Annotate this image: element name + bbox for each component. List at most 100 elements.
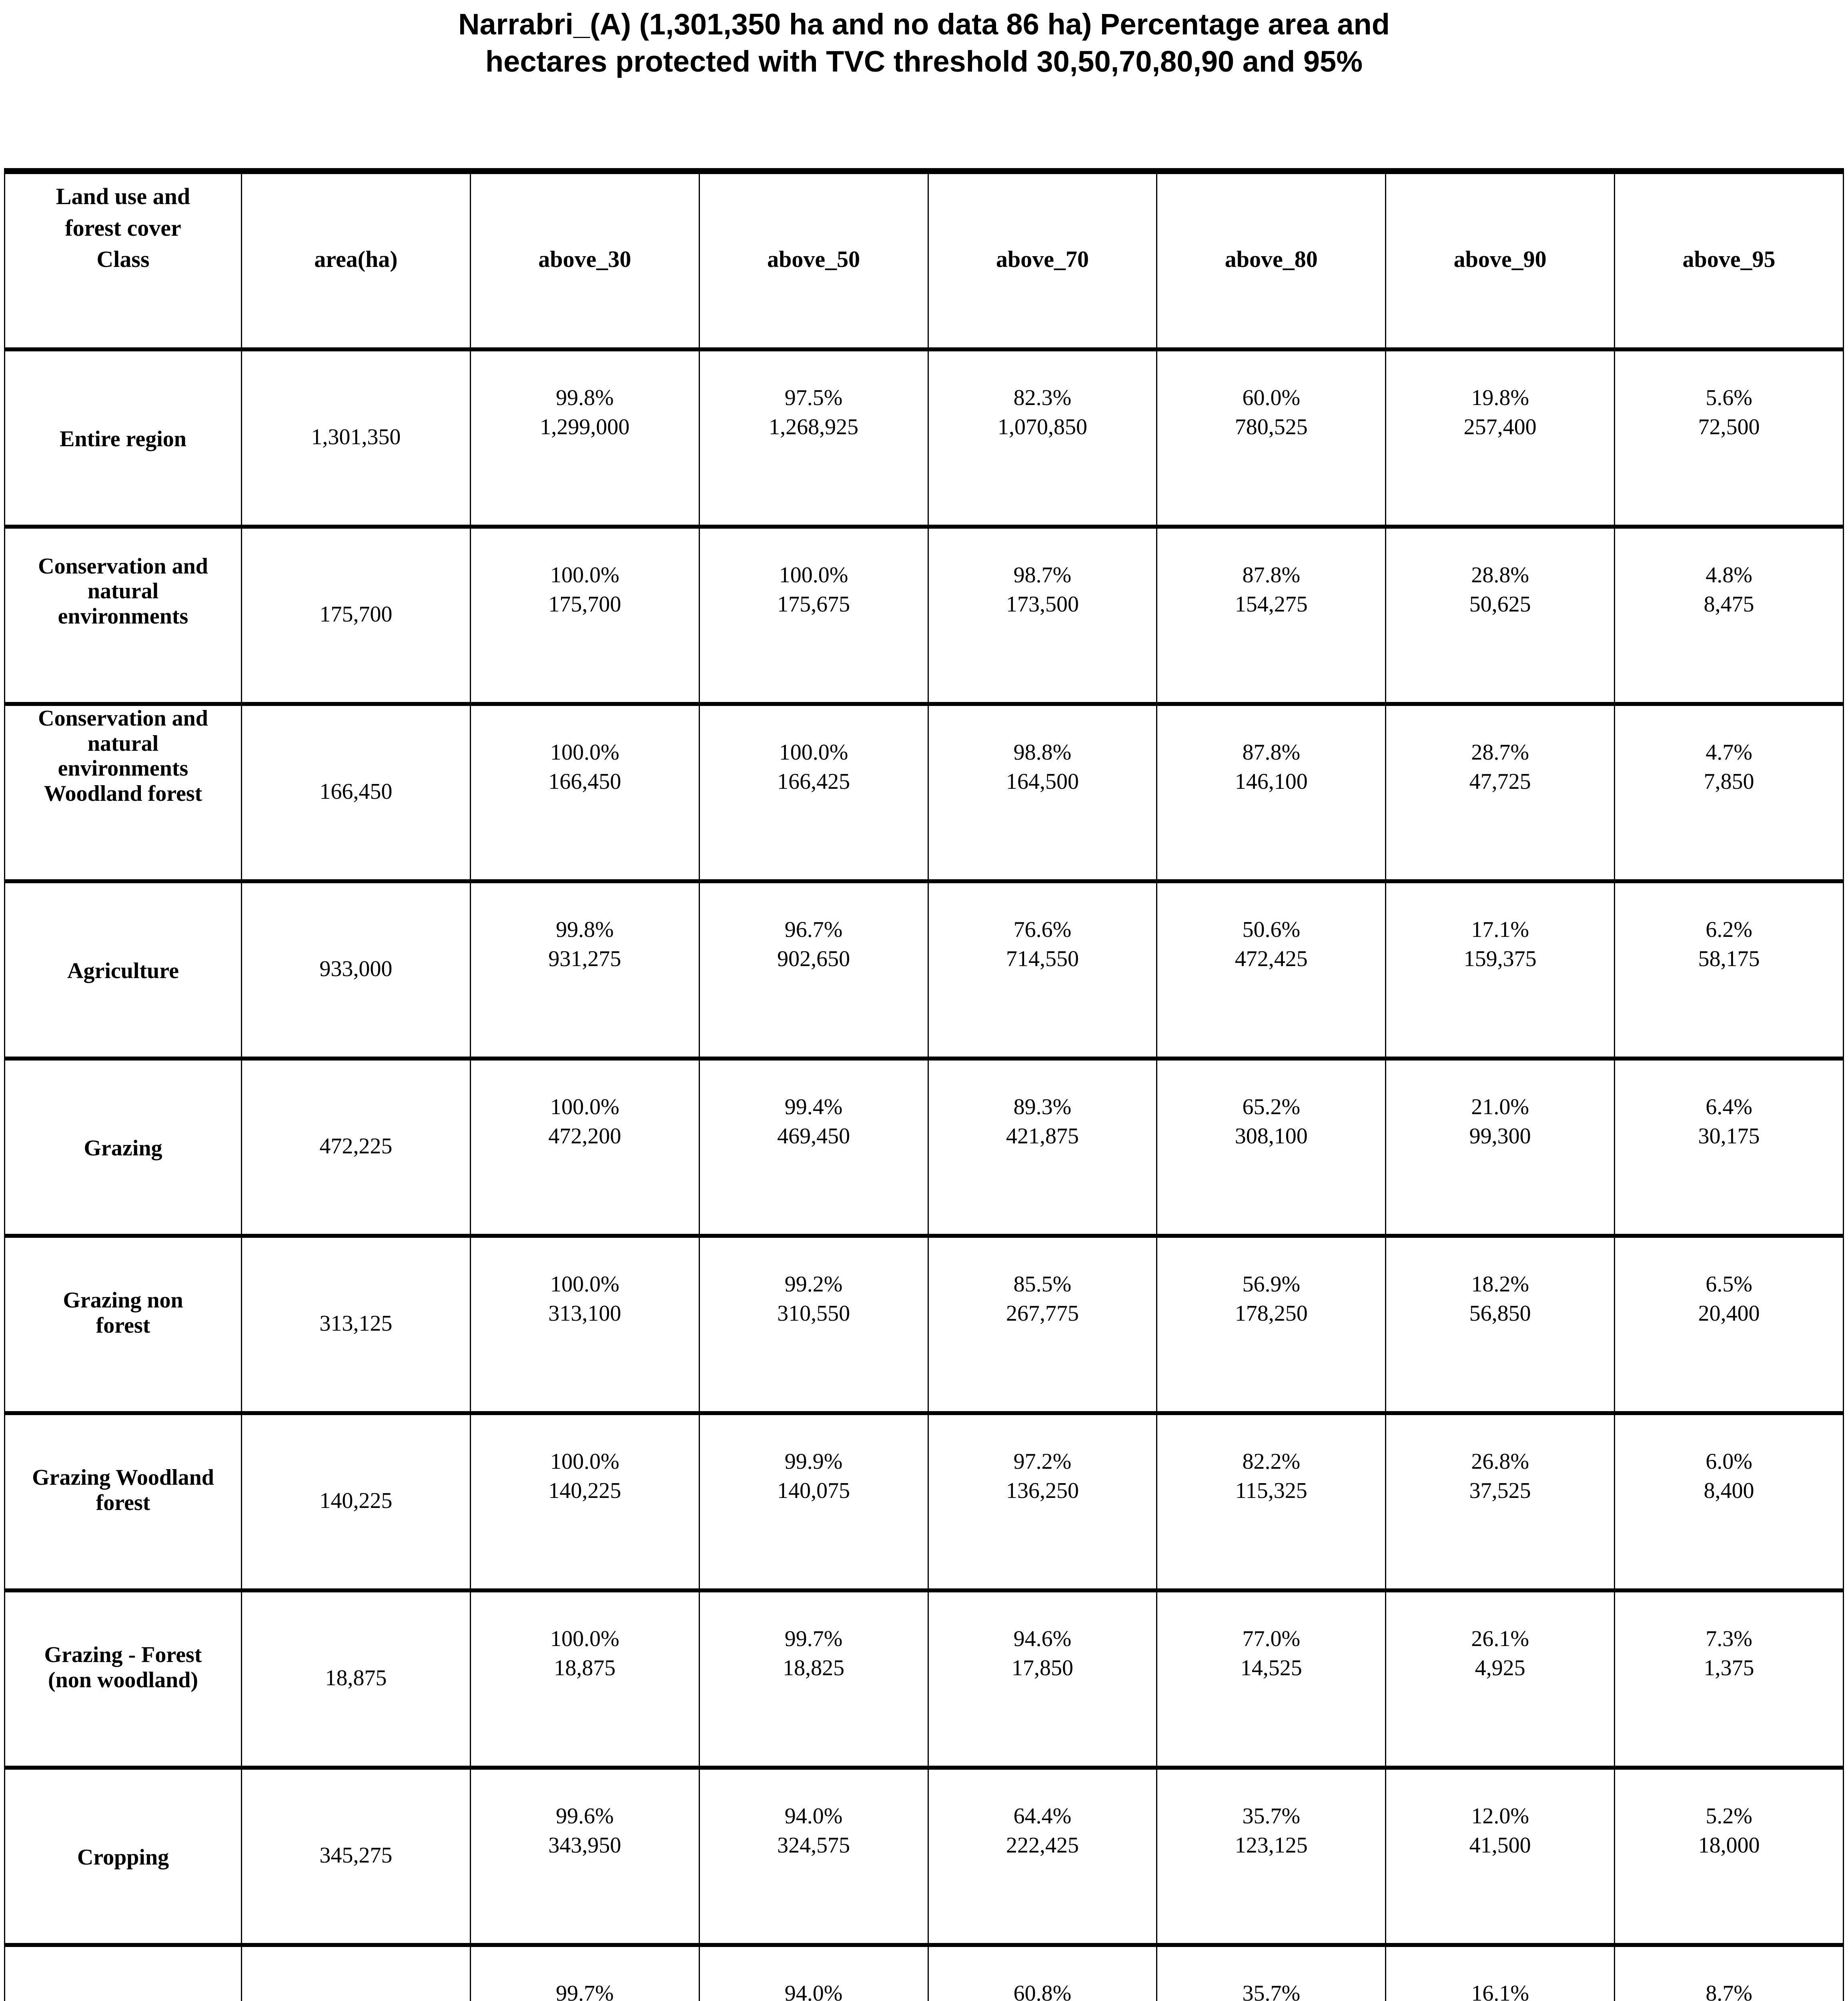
- cell-hectares: 931,275: [548, 946, 621, 972]
- area-value: 313,125: [319, 1311, 393, 1336]
- cell-percent: 100.0%: [550, 1272, 619, 1297]
- cell-percent: 7.3%: [1706, 1626, 1752, 1652]
- cell-percent: 60.0%: [1242, 385, 1301, 411]
- table-header-cell: Land use and forest cover Class: [4, 168, 242, 351]
- table-row: Irrigation115,47599.7%115,10094.0%108,60…: [4, 1943, 1844, 2001]
- cell-hectares: 18,875: [554, 1656, 616, 1681]
- table-row: Entire region 1,301,350 99.8% 1,299,000 97.5…: [4, 347, 1844, 529]
- cell-percent: 60.8%: [1013, 1981, 1072, 2001]
- row-label-cell: Grazing Woodland forest: [4, 1411, 242, 1592]
- cell-hectares: 4,925: [1475, 1656, 1525, 1681]
- threshold-cell: 21.0% 99,300: [1385, 1056, 1615, 1238]
- table-header-cell: above_95: [1614, 168, 1844, 351]
- table-header-label: above_90: [1453, 246, 1547, 272]
- row-label: Grazing Woodland forest: [32, 1465, 214, 1516]
- cell-percent: 97.2%: [1013, 1449, 1072, 1474]
- threshold-cell: 97.5% 1,268,925: [698, 347, 929, 529]
- cell-hectares: 30,175: [1698, 1124, 1760, 1149]
- cell-percent: 89.3%: [1013, 1095, 1072, 1120]
- cell-percent: 5.2%: [1706, 1804, 1752, 1829]
- area-value: 175,700: [319, 602, 393, 627]
- threshold-cell: 100.0% 166,425: [698, 702, 929, 883]
- cell-percent: 17.1%: [1471, 917, 1529, 942]
- cell-hectares: 17,850: [1011, 1656, 1073, 1681]
- threshold-cell: 100.0% 140,225: [469, 1411, 700, 1592]
- cell-percent: 100.0%: [550, 1449, 619, 1474]
- cell-hectares: 175,700: [548, 592, 621, 617]
- cell-hectares: 308,100: [1235, 1124, 1308, 1149]
- row-label-cell: Conservation and natural environments Wo…: [4, 702, 242, 883]
- cell-percent: 94.0%: [784, 1981, 843, 2001]
- cell-percent: 99.8%: [555, 917, 614, 942]
- table-header-cell: above_70: [927, 168, 1158, 351]
- threshold-cell: 98.7% 173,500: [927, 524, 1158, 706]
- cell-hectares: 421,875: [1006, 1124, 1079, 1149]
- threshold-cell: 99.8% 931,275: [469, 879, 700, 1061]
- table-row: Grazing Woodland forest 140,225 100.0% 140,…: [4, 1411, 1844, 1592]
- cell-hectares: 58,175: [1698, 946, 1760, 972]
- threshold-cell: 100.0% 175,700: [469, 524, 700, 706]
- area-cell: 933,000: [241, 879, 471, 1061]
- threshold-cell: 12.0% 41,500: [1385, 1765, 1615, 1947]
- cell-percent: 100.0%: [779, 740, 848, 765]
- table-header-cell: area(ha): [241, 168, 471, 351]
- threshold-cell: 96.7% 902,650: [698, 879, 929, 1061]
- table-header-cell: above_30: [469, 168, 700, 351]
- row-label: Grazing - Forest (non woodland): [44, 1642, 202, 1693]
- cell-hectares: 47,725: [1469, 769, 1531, 794]
- table-header-label: above_80: [1225, 246, 1318, 272]
- table-row: Grazing - Forest (non woodland) 18,875 100…: [4, 1588, 1844, 1770]
- threshold-cell: 99.7%115,100: [469, 1943, 700, 2001]
- threshold-cell: 5.2% 18,000: [1614, 1765, 1844, 1947]
- area-value: 472,225: [319, 1133, 393, 1159]
- threshold-cell: 26.8% 37,525: [1385, 1411, 1615, 1592]
- cell-hectares: 1,299,000: [540, 415, 630, 440]
- cell-percent: 100.0%: [550, 740, 619, 765]
- cell-percent: 99.2%: [784, 1272, 843, 1297]
- page-title-line2: hectares protected with TVC threshold 30…: [485, 45, 1363, 78]
- area-value: 345,275: [319, 1843, 393, 1868]
- cell-hectares: 267,775: [1006, 1301, 1079, 1326]
- threshold-cell: 65.2% 308,100: [1156, 1056, 1387, 1238]
- threshold-cell: 17.1% 159,375: [1385, 879, 1615, 1061]
- row-label-cell: Irrigation: [4, 1943, 242, 2001]
- cell-percent: 82.3%: [1013, 385, 1072, 411]
- cell-hectares: 18,000: [1698, 1833, 1760, 1858]
- cell-percent: 5.6%: [1706, 385, 1752, 411]
- threshold-cell: 6.2% 58,175: [1614, 879, 1844, 1061]
- threshold-cell: 28.8% 50,625: [1385, 524, 1615, 706]
- table-header-label: above_50: [767, 246, 860, 272]
- cell-percent: 50.6%: [1242, 917, 1301, 942]
- area-value: 166,450: [319, 779, 393, 804]
- cell-percent: 96.7%: [784, 917, 843, 942]
- row-label-cell: Entire region: [4, 347, 242, 529]
- page-title: Narrabri_(A) (1,301,350 ha and no data 8…: [0, 6, 1848, 80]
- threshold-cell: 82.3% 1,070,850: [927, 347, 1158, 529]
- threshold-cell: 82.2% 115,325: [1156, 1411, 1387, 1592]
- cell-hectares: 469,450: [777, 1124, 850, 1149]
- area-cell: 313,125: [241, 1233, 471, 1415]
- threshold-cell: 94.0% 324,575: [698, 1765, 929, 1947]
- threshold-cell: 4.7% 7,850: [1614, 702, 1844, 883]
- threshold-cell: 18.2% 56,850: [1385, 1233, 1615, 1415]
- cell-hectares: 324,575: [777, 1833, 850, 1858]
- cell-hectares: 164,500: [1006, 769, 1079, 794]
- cell-hectares: 780,525: [1235, 415, 1308, 440]
- row-label-cell: Grazing - Forest (non woodland): [4, 1588, 242, 1770]
- threshold-cell: 98.8% 164,500: [927, 702, 1158, 883]
- area-value: 140,225: [319, 1488, 393, 1513]
- cell-hectares: 178,250: [1235, 1301, 1308, 1326]
- threshold-cell: 77.0% 14,525: [1156, 1588, 1387, 1770]
- cell-percent: 98.8%: [1013, 740, 1072, 765]
- row-label: Entire region: [60, 427, 186, 452]
- cell-percent: 100.0%: [550, 563, 619, 588]
- cell-percent: 99.6%: [555, 1804, 614, 1829]
- page-title-line1: Narrabri_(A) (1,301,350 ha and no data 8…: [458, 8, 1390, 41]
- cell-hectares: 1,375: [1704, 1656, 1754, 1681]
- cell-percent: 35.7%: [1242, 1804, 1301, 1829]
- cell-percent: 6.2%: [1706, 917, 1752, 942]
- threshold-cell: 87.8% 146,100: [1156, 702, 1387, 883]
- cell-percent: 100.0%: [550, 1095, 619, 1120]
- threshold-cell: 99.7% 18,825: [698, 1588, 929, 1770]
